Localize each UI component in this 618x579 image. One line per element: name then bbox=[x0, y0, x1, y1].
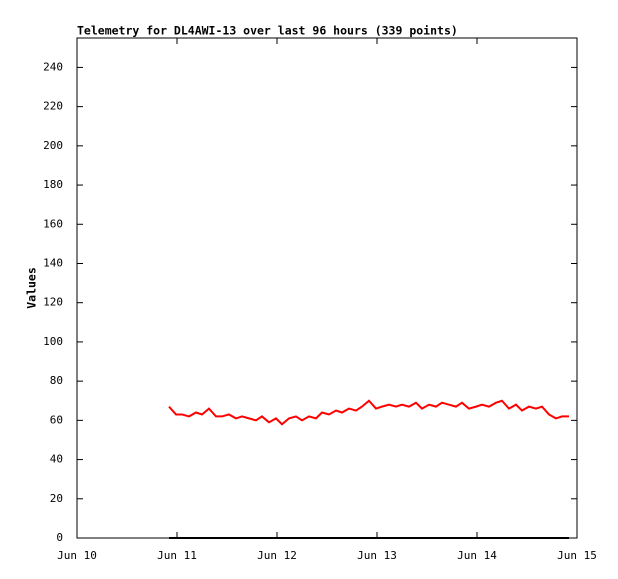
y-tick-label: 220 bbox=[43, 100, 63, 113]
y-axis-label: Values bbox=[25, 267, 39, 309]
y-tick-label: 160 bbox=[43, 217, 63, 230]
data-line bbox=[168, 399, 569, 426]
x-tick-label: Jun 15 bbox=[557, 549, 597, 562]
chart-title: Telemetry for DL4AWI-13 over last 96 hou… bbox=[77, 24, 458, 38]
y-tick-label: 100 bbox=[43, 335, 63, 348]
y-tick-label: 120 bbox=[43, 296, 63, 309]
x-tick-label: Jun 12 bbox=[257, 549, 297, 562]
y-tick-label: 80 bbox=[50, 374, 63, 387]
y-tick-label: 180 bbox=[43, 178, 63, 191]
y-tick-label: 40 bbox=[50, 453, 63, 466]
x-tick-label: Jun 14 bbox=[457, 549, 497, 562]
y-tick-label: 20 bbox=[50, 492, 63, 505]
x-tick-label: Jun 10 bbox=[57, 549, 97, 562]
x-tick-label: Jun 13 bbox=[357, 549, 397, 562]
y-tick-label: 140 bbox=[43, 256, 63, 269]
plot-frame bbox=[76, 37, 578, 539]
y-tick-label: 240 bbox=[43, 60, 63, 73]
x-tick-label: Jun 11 bbox=[157, 549, 197, 562]
y-tick-label: 0 bbox=[56, 531, 63, 544]
y-tick-label: 200 bbox=[43, 139, 63, 152]
y-tick-label: 60 bbox=[50, 413, 63, 426]
